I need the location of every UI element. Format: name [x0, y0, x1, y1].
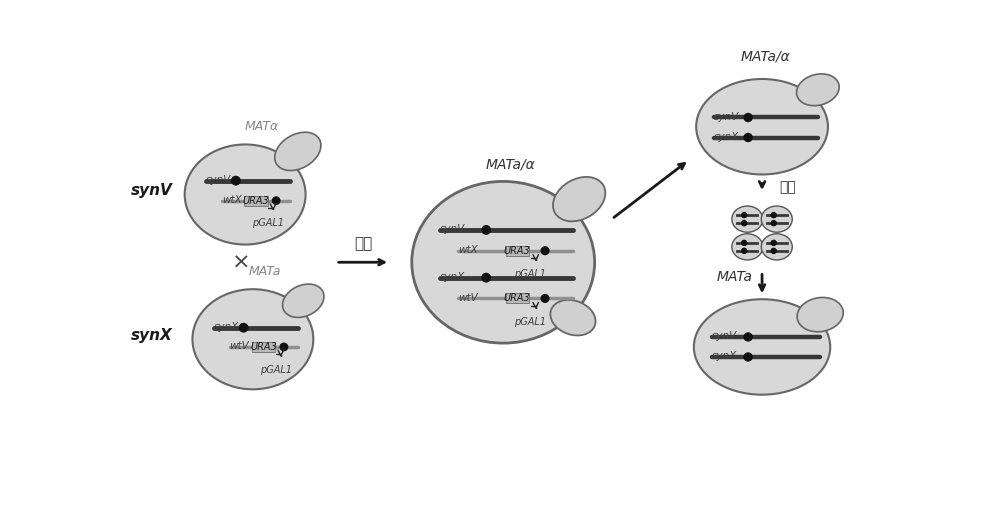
Circle shape [232, 176, 240, 185]
Ellipse shape [412, 181, 595, 343]
Bar [244, 196, 268, 206]
Text: wtV: wtV [230, 341, 249, 351]
Text: pGAL1: pGAL1 [260, 365, 292, 375]
Text: synV: synV [712, 331, 737, 341]
Text: synX: synX [712, 351, 737, 361]
Text: URA3: URA3 [243, 196, 269, 206]
Circle shape [482, 273, 490, 282]
Text: pGAL1: pGAL1 [252, 218, 284, 228]
Text: ×: × [232, 252, 251, 272]
Ellipse shape [797, 297, 843, 332]
Circle shape [771, 213, 776, 218]
Text: MATa/α: MATa/α [741, 50, 791, 64]
Circle shape [744, 353, 752, 361]
Circle shape [742, 220, 747, 226]
Ellipse shape [732, 234, 763, 260]
Text: synX: synX [440, 272, 465, 282]
Text: synV: synV [440, 224, 465, 234]
Text: pGAL1: pGAL1 [514, 317, 546, 327]
Ellipse shape [275, 132, 321, 171]
Circle shape [744, 134, 752, 142]
Ellipse shape [192, 289, 313, 390]
Circle shape [541, 295, 549, 302]
Circle shape [742, 213, 747, 218]
Ellipse shape [696, 79, 828, 174]
Text: pGAL1: pGAL1 [514, 269, 546, 279]
Ellipse shape [553, 177, 605, 222]
Circle shape [742, 249, 747, 253]
Ellipse shape [797, 74, 839, 105]
Text: wtX: wtX [458, 245, 478, 255]
Text: synV: synV [714, 112, 739, 122]
Text: 融合: 融合 [354, 236, 372, 251]
Text: wtV: wtV [458, 293, 478, 303]
Text: MATa: MATa [248, 264, 281, 278]
Circle shape [280, 343, 288, 351]
Circle shape [771, 220, 776, 226]
Text: wtX: wtX [222, 195, 242, 205]
Circle shape [541, 247, 549, 254]
Circle shape [272, 197, 280, 205]
Text: URA3: URA3 [504, 294, 531, 304]
Text: synV: synV [206, 175, 232, 185]
Bar [506, 294, 529, 304]
Ellipse shape [550, 300, 596, 335]
Ellipse shape [761, 234, 792, 260]
Bar [252, 342, 275, 352]
Circle shape [482, 226, 490, 234]
Text: synV: synV [131, 183, 173, 198]
Ellipse shape [694, 299, 830, 395]
Text: MATa: MATa [717, 270, 753, 284]
Text: URA3: URA3 [504, 246, 531, 255]
Circle shape [771, 240, 776, 245]
Ellipse shape [185, 145, 306, 244]
Text: URA3: URA3 [250, 342, 277, 352]
Circle shape [744, 113, 752, 121]
Text: MATa/α: MATa/α [486, 157, 536, 171]
Text: MATα: MATα [245, 120, 279, 133]
Text: 生孢: 生孢 [779, 180, 796, 194]
Text: synX: synX [714, 132, 739, 142]
Text: synX: synX [214, 322, 239, 332]
Circle shape [744, 333, 752, 341]
Circle shape [239, 323, 248, 332]
Circle shape [742, 240, 747, 245]
Ellipse shape [283, 284, 324, 317]
Circle shape [771, 249, 776, 253]
Ellipse shape [732, 206, 763, 232]
Bar [506, 246, 529, 255]
Text: synX: synX [131, 328, 173, 343]
Ellipse shape [761, 206, 792, 232]
